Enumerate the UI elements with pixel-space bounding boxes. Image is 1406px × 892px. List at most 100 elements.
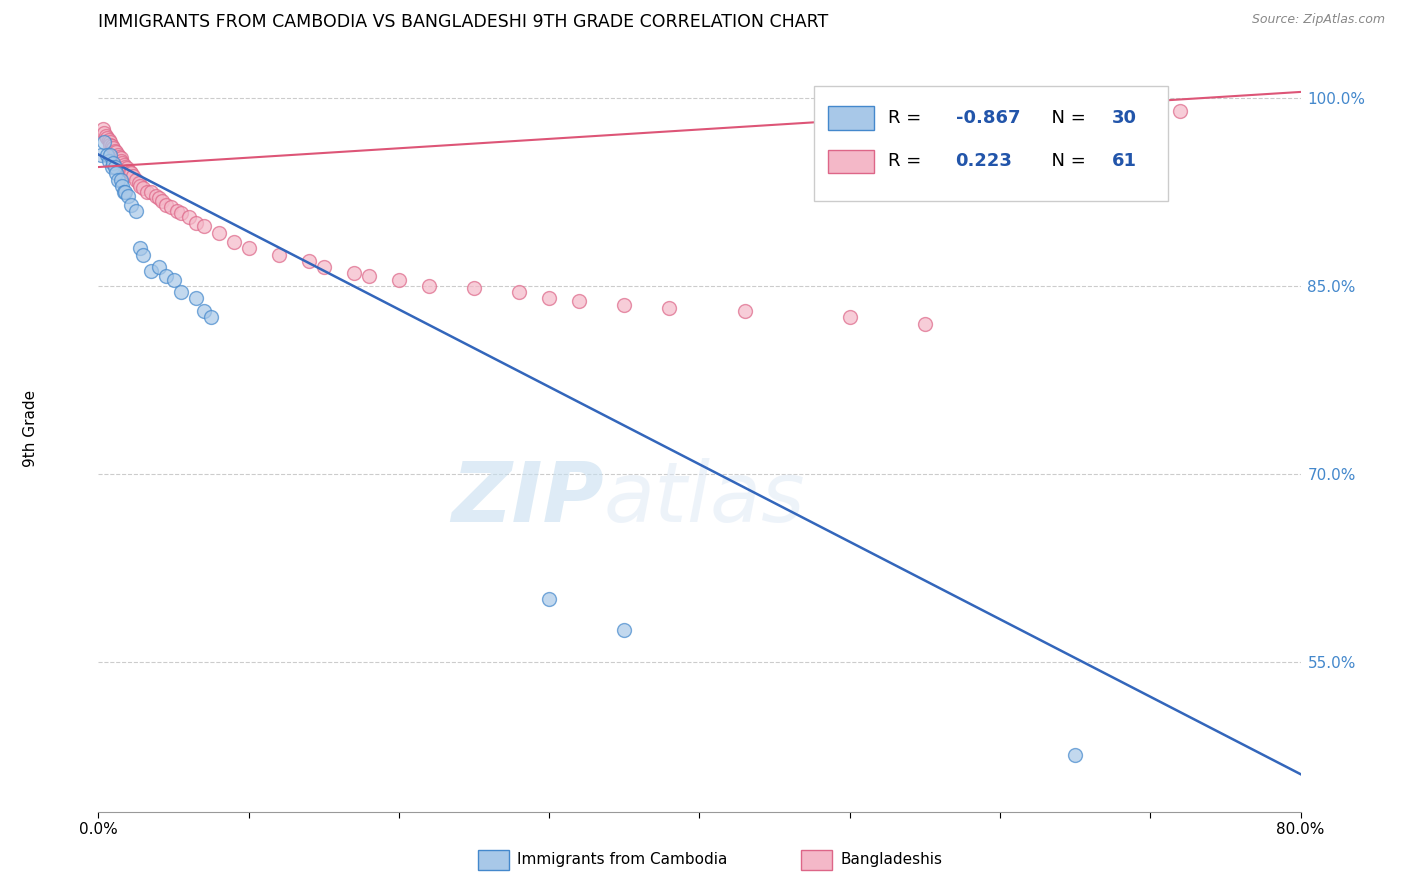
Point <box>105 166 128 180</box>
Bar <box>814 86 1168 201</box>
Point <box>193 219 215 233</box>
Point <box>97 132 120 146</box>
Point <box>90 147 112 161</box>
Point <box>112 185 135 199</box>
Point <box>155 268 177 283</box>
Point <box>128 177 150 191</box>
Text: R =: R = <box>889 110 927 128</box>
Text: IMMIGRANTS FROM CAMBODIA VS BANGLADESHI 9TH GRADE CORRELATION CHART: IMMIGRANTS FROM CAMBODIA VS BANGLADESHI … <box>98 13 828 31</box>
Point <box>110 172 132 186</box>
Text: 30: 30 <box>1112 110 1137 128</box>
Point <box>115 161 138 176</box>
Point <box>312 260 335 275</box>
Point <box>112 157 135 171</box>
Text: Immigrants from Cambodia: Immigrants from Cambodia <box>517 853 728 867</box>
Text: N =: N = <box>1039 110 1091 128</box>
Text: ZIP: ZIP <box>451 458 603 540</box>
Point <box>100 147 122 161</box>
Point <box>125 172 148 186</box>
Point <box>101 160 124 174</box>
Point <box>129 178 152 193</box>
Point <box>298 254 321 268</box>
Point <box>613 624 636 638</box>
Point <box>155 197 177 211</box>
Point <box>166 203 188 218</box>
Point <box>101 138 124 153</box>
Point <box>93 126 115 140</box>
Point <box>538 591 561 606</box>
Point <box>145 189 167 203</box>
Point <box>1064 748 1087 763</box>
Point <box>107 172 129 186</box>
Point <box>111 178 134 193</box>
Point <box>1109 131 1132 145</box>
Text: N =: N = <box>1039 153 1091 170</box>
Point <box>122 169 145 183</box>
Point <box>343 267 366 281</box>
Point <box>267 248 290 262</box>
Point <box>388 273 411 287</box>
Point <box>103 156 125 170</box>
Point <box>96 147 118 161</box>
Point <box>613 298 636 312</box>
Point <box>177 210 200 224</box>
Point <box>96 131 118 145</box>
Point <box>104 160 127 174</box>
Point <box>108 150 131 164</box>
Point <box>139 185 162 199</box>
Point <box>463 281 485 295</box>
Point <box>100 137 122 152</box>
Point <box>139 264 162 278</box>
Point <box>734 304 756 318</box>
Point <box>114 160 136 174</box>
Point <box>838 310 860 325</box>
Point <box>110 153 132 168</box>
Point <box>538 292 561 306</box>
Bar <box>828 150 873 173</box>
Point <box>148 191 170 205</box>
Point <box>200 310 222 325</box>
Point <box>568 293 591 308</box>
Point <box>111 156 134 170</box>
Point <box>1170 103 1192 118</box>
Point <box>91 122 114 136</box>
Point <box>97 153 120 168</box>
Text: 9th Grade: 9th Grade <box>24 390 38 467</box>
Point <box>170 206 193 220</box>
Point <box>132 181 155 195</box>
Text: 0.223: 0.223 <box>956 153 1012 170</box>
Bar <box>828 106 873 130</box>
Point <box>132 248 155 262</box>
Point <box>121 197 143 211</box>
Point <box>117 189 139 203</box>
Point <box>658 301 681 316</box>
Point <box>100 135 122 149</box>
Point <box>105 145 128 159</box>
Point <box>222 235 245 249</box>
Point <box>184 216 207 230</box>
Point <box>150 194 173 208</box>
Point <box>148 260 170 275</box>
Point <box>162 273 184 287</box>
Point <box>129 241 152 255</box>
Point <box>121 166 143 180</box>
Text: R =: R = <box>889 153 934 170</box>
Text: 61: 61 <box>1112 153 1137 170</box>
Point <box>159 200 181 214</box>
Point <box>94 128 117 143</box>
Text: Source: ZipAtlas.com: Source: ZipAtlas.com <box>1251 13 1385 27</box>
Point <box>103 141 125 155</box>
Point <box>135 185 157 199</box>
Point <box>208 227 231 241</box>
Point <box>418 279 440 293</box>
Point <box>104 144 127 158</box>
Text: -0.867: -0.867 <box>956 110 1019 128</box>
Point <box>238 241 260 255</box>
Point <box>114 185 136 199</box>
Point <box>118 165 141 179</box>
Point <box>193 304 215 318</box>
Point <box>914 317 936 331</box>
Point <box>107 147 129 161</box>
Point <box>93 135 115 149</box>
Text: Bangladeshis: Bangladeshis <box>841 853 943 867</box>
